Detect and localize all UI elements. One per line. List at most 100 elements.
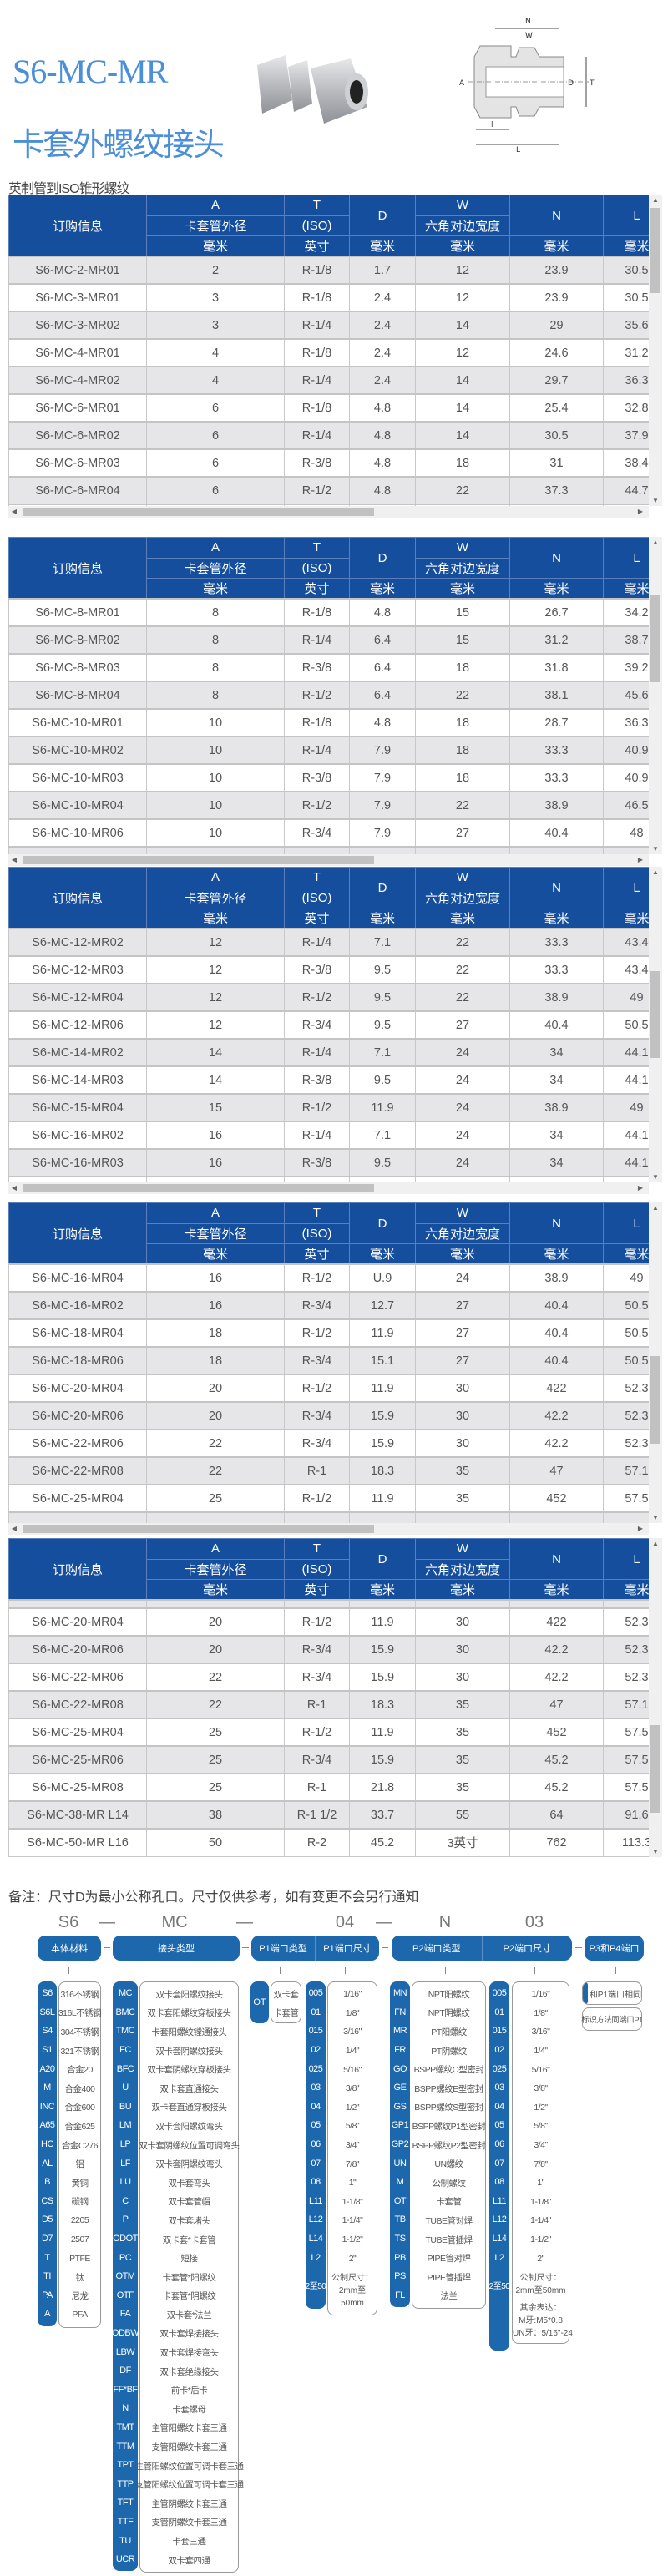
table-row[interactable]: S6-MC-8-MR01 8 R-1/8 4.8 15 26.7 34.2 <box>8 598 649 627</box>
list-code: S1 <box>42 2045 53 2056</box>
table-row[interactable]: S6-MC-10-MR04 10 R-1/2 7.9 22 38.9 46.5 <box>8 791 649 820</box>
scroll-up-arrow-icon[interactable]: ▲ <box>652 539 659 546</box>
table-row[interactable]: S6-MC-25-MR04 25 R-1/2 11.9 35 452 57.5 <box>8 1718 649 1747</box>
scroll-right-arrow-icon[interactable]: ▶ <box>637 1184 644 1192</box>
horizontal-scrollbar[interactable]: ◀ ▶ <box>8 1182 649 1194</box>
scroll-right-arrow-icon[interactable]: ▶ <box>637 856 644 863</box>
scroll-down-arrow-icon[interactable]: ▼ <box>652 1848 659 1855</box>
table-row[interactable]: S6-MC-10-MR06 10 R-3/4 7.9 27 40.4 48 <box>8 818 649 848</box>
scroll-down-arrow-icon[interactable]: ▼ <box>652 497 659 504</box>
table-row[interactable]: S6-MC-20-MR04 20 R-1/2 11.9 30 422 52.3 <box>8 1374 649 1403</box>
list-code: TMC <box>115 2026 135 2037</box>
vertical-scroll-thumb[interactable] <box>650 595 660 682</box>
table-row[interactable]: S6-MC-15-MR04 15 R-1/2 11.9 24 38.9 49 <box>8 1093 649 1122</box>
table-row[interactable]: S6-MC-16-MR02 16 R-1/4 7.1 24 34 44.1 <box>8 1121 649 1150</box>
table-row[interactable]: S6-MC-8-MR03 8 R-3/8 6.4 18 31.8 39.2 <box>8 653 649 682</box>
table-row[interactable]: S6-MC-18-MR04 18 R-1/2 11.9 27 40.4 50.5 <box>8 1318 649 1348</box>
table-row[interactable]: S6-MC-4-MR02 4 R-1/4 2.4 14 29.7 36.3 <box>8 366 649 395</box>
list-desc: 双卡套管帽 <box>168 2197 211 2208</box>
table-row[interactable]: S6-MC-10-MR03 10 R-3/8 7.9 18 33.3 40.9 <box>8 763 649 792</box>
scroll-right-arrow-icon[interactable]: ▶ <box>637 1525 644 1532</box>
vertical-scroll-thumb[interactable] <box>650 970 660 1058</box>
table-row[interactable]: S6-MC-38-MR L14 38 R-1 1/2 33.7 55 64 91.6 <box>8 1800 649 1830</box>
vertical-scrollbar[interactable]: ▲ ▼ <box>649 537 662 854</box>
scroll-left-arrow-icon[interactable]: ◀ <box>11 1525 18 1532</box>
svg-text:D: D <box>568 79 574 88</box>
cell-length-n: 34 <box>509 1148 604 1177</box>
horizontal-scroll-thumb[interactable] <box>23 856 374 864</box>
vertical-scrollbar[interactable]: ▲ ▼ <box>649 1538 662 1857</box>
horizontal-scrollbar[interactable]: ◀ ▶ <box>8 854 649 866</box>
table-row[interactable]: S6-MC-6-MR04 6 R-1/2 4.8 22 37.3 44.7 <box>8 476 649 505</box>
unit-n: 毫米 <box>509 1243 604 1265</box>
horizontal-scrollbar[interactable]: ◀ ▶ <box>8 506 649 518</box>
vertical-scrollbar[interactable]: ▲ ▼ <box>649 1202 662 1523</box>
table-row[interactable]: S6-MC-8-MR04 8 R-1/2 6.4 22 38.1 45.6 <box>8 681 649 710</box>
table-row[interactable]: S6-MC-16-MR02 16 R-3/4 12.7 27 40.4 50.5 <box>8 1291 649 1320</box>
list-code: LF <box>120 2158 130 2169</box>
table-row[interactable]: S6-MC-22-MR08 22 R-1 18.3 35 47 57.1 <box>8 1456 649 1485</box>
table-row[interactable]: S6-MC-16-MR03 16 R-3/8 9.5 24 34 44.1 <box>8 1148 649 1177</box>
table-row[interactable]: S6-MC-3-MR02 3 R-1/4 2.4 14 29 35.6 <box>8 311 649 340</box>
cell-tube-od: 4 <box>146 366 285 395</box>
scroll-right-arrow-icon[interactable]: ▶ <box>637 508 644 515</box>
p34-same-box: 和P1端口相同 <box>582 1981 642 2005</box>
scroll-down-arrow-icon[interactable]: ▼ <box>652 845 659 853</box>
table-row[interactable]: S6-MC-25-MR04 25 R-1/2 11.9 35 452 57.5 <box>8 1484 649 1513</box>
scroll-up-arrow-icon[interactable]: ▲ <box>652 868 659 876</box>
table-row[interactable]: S6-MC-14-MR02 14 R-1/4 7.1 24 34 44.1 <box>8 1038 649 1067</box>
scroll-left-arrow-icon[interactable]: ◀ <box>11 856 18 863</box>
table-row[interactable]: S6-MC-8-MR02 8 R-1/4 6.4 15 31.2 38.7 <box>8 625 649 655</box>
cell-tube-od: 8 <box>146 681 285 710</box>
table-row[interactable]: S6-MC-3-MR01 3 R-1/8 2.4 12 23.9 30.5 <box>8 283 649 312</box>
table-row[interactable]: S6-MC-6-MR01 6 R-1/8 4.8 14 25.4 32.8 <box>8 393 649 423</box>
scroll-left-arrow-icon[interactable]: ◀ <box>11 1184 18 1192</box>
cell-thread-t: R-1/2 <box>284 1093 350 1122</box>
table-row[interactable]: S6-MC-20-MR06 20 R-3/4 15.9 30 42.2 52.3 <box>8 1635 649 1664</box>
vertical-scrollbar[interactable]: ▲ ▼ <box>649 195 662 506</box>
table-row[interactable]: S6-MC-20-MR04 20 R-1/2 11.9 30 422 52.3 <box>8 1607 649 1637</box>
table-row[interactable]: S6-MC-6-MR02 6 R-1/4 4.8 14 30.5 37.9 <box>8 421 649 450</box>
table-row[interactable]: S6-MC-16-MR04 16 R-1/2 U.9 24 38.9 49 <box>8 1263 649 1293</box>
list-desc: TUBE管对焊 <box>425 2215 473 2226</box>
table-row[interactable]: S6-MC-18-MR06 18 R-3/4 15.1 27 40.4 50.5 <box>8 1346 649 1375</box>
horizontal-scroll-thumb[interactable] <box>23 1525 374 1533</box>
scroll-up-arrow-icon[interactable]: ▲ <box>652 196 659 204</box>
table-row[interactable]: S6-MC-6-MR03 6 R-3/8 4.8 18 31 38.4 <box>8 448 649 478</box>
list-code: 03 <box>494 2083 504 2093</box>
table-row[interactable]: S6-MC-22-MR08 22 R-1 18.3 35 47 57.1 <box>8 1690 649 1719</box>
scroll-down-arrow-icon[interactable]: ▼ <box>652 1514 659 1521</box>
list-desc: NPT阴螺纹 <box>428 2008 470 2019</box>
scroll-up-arrow-icon[interactable]: ▲ <box>652 1540 659 1547</box>
scroll-down-arrow-icon[interactable]: ▼ <box>652 1173 659 1181</box>
table-row[interactable]: S6-MC-22-MR06 22 R-3/4 15.9 30 42.2 52.3 <box>8 1429 649 1458</box>
table-row[interactable]: S6-MC-12-MR04 12 R-1/2 9.5 22 38.9 49 <box>8 983 649 1012</box>
vertical-scroll-thumb[interactable] <box>650 1725 660 1814</box>
table-row[interactable]: S6-MC-12-MR03 12 R-3/8 9.5 22 33.3 43.4 <box>8 955 649 984</box>
horizontal-scrollbar[interactable]: ◀ ▶ <box>8 1523 649 1535</box>
table-row[interactable]: S6-MC-2-MR01 2 R-1/8 1.7 12 23.9 30.5 <box>8 256 649 285</box>
horizontal-scroll-thumb[interactable] <box>23 508 374 516</box>
unit-a: 毫米 <box>146 1579 285 1601</box>
metric-size-range: 2mm至50mm <box>515 2285 566 2295</box>
table-row[interactable]: S6-MC-12-MR02 12 R-1/4 7.1 22 33.3 43.4 <box>8 928 649 957</box>
table-cell <box>284 846 350 854</box>
table-row[interactable]: S6-MC-4-MR01 4 R-1/8 2.4 12 24.6 31.2 <box>8 338 649 367</box>
table-row[interactable]: S6-MC-10-MR02 10 R-1/4 7.9 18 33.3 40.9 <box>8 736 649 765</box>
cell-hex-w: 18 <box>415 448 510 478</box>
table-row[interactable]: S6-MC-10-MR01 10 R-1/8 4.8 18 28.7 36.3 <box>8 708 649 737</box>
table-row[interactable]: S6-MC-12-MR06 12 R-3/4 9.5 27 40.4 50.5 <box>8 1010 649 1040</box>
table-row[interactable]: S6-MC-20-MR06 20 R-3/4 15.9 30 42.2 52.3 <box>8 1401 649 1430</box>
vertical-scrollbar[interactable]: ▲ ▼ <box>649 867 662 1182</box>
horizontal-scroll-thumb[interactable] <box>23 1184 374 1192</box>
scroll-left-arrow-icon[interactable]: ◀ <box>11 508 18 515</box>
table-row[interactable]: S6-MC-25-MR06 25 R-3/4 15.9 35 45.2 57.5 <box>8 1745 649 1774</box>
vertical-scroll-thumb[interactable] <box>650 208 660 294</box>
vertical-scroll-thumb[interactable] <box>650 1355 660 1445</box>
table-row[interactable]: S6-MC-22-MR06 22 R-3/4 15.9 30 42.2 52.3 <box>8 1663 649 1692</box>
scroll-up-arrow-icon[interactable]: ▲ <box>652 1204 659 1212</box>
table-row[interactable]: S6-MC-50-MR L16 50 R-2 45.2 3英寸 762 113.3 <box>8 1828 649 1857</box>
table-row[interactable]: S6-MC-25-MR08 25 R-1 21.8 35 45.2 57.5 <box>8 1773 649 1802</box>
table-row[interactable]: S6-MC-14-MR03 14 R-3/8 9.5 24 34 44.1 <box>8 1065 649 1095</box>
cell-length-l: 48 <box>603 818 649 848</box>
